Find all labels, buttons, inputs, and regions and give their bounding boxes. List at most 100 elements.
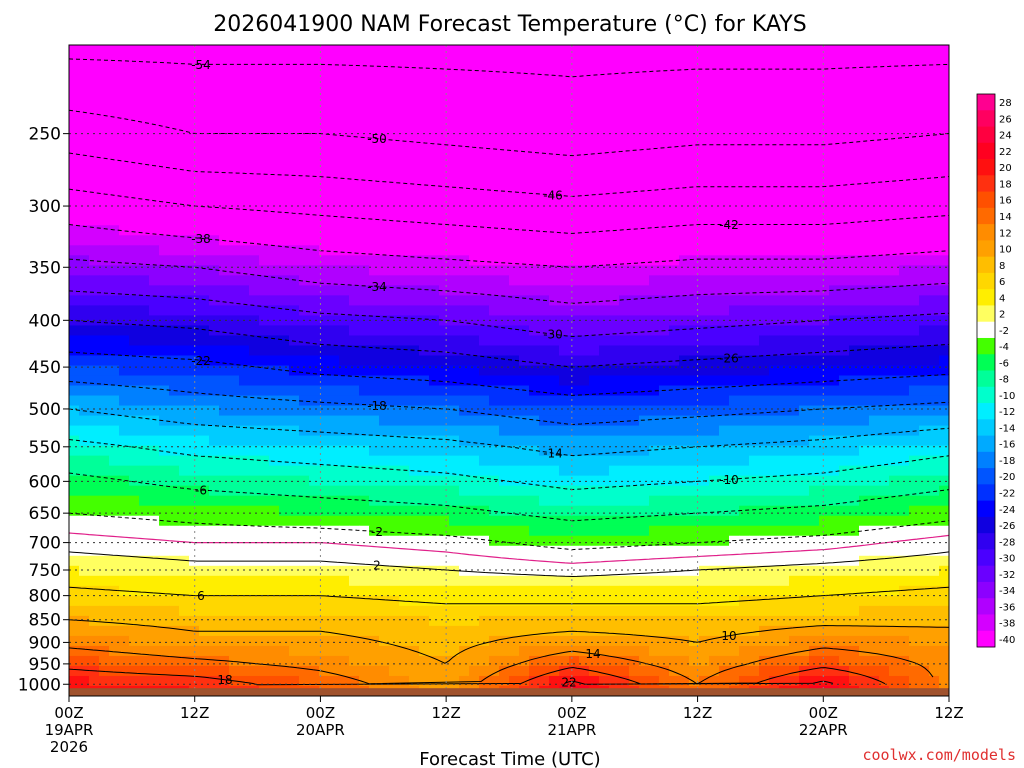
temperature-cell — [709, 155, 720, 166]
temperature-cell — [789, 455, 800, 467]
temperature-cell — [459, 595, 470, 607]
temperature-cell — [139, 265, 150, 276]
temperature-cell — [459, 255, 470, 266]
temperature-cell — [359, 155, 370, 166]
temperature-cell — [89, 535, 100, 547]
temperature-cell — [849, 525, 860, 537]
temperature-cell — [79, 455, 90, 467]
temperature-cell — [789, 445, 800, 457]
temperature-cell — [249, 185, 260, 196]
temperature-cell — [519, 295, 530, 306]
temperature-cell — [99, 485, 110, 497]
temperature-cell — [69, 475, 80, 487]
temperature-cell — [79, 145, 90, 156]
temperature-cell — [709, 465, 720, 477]
temperature-cell — [309, 275, 320, 286]
temperature-cell — [689, 515, 700, 527]
temperature-cell — [159, 55, 170, 66]
temperature-cell — [879, 565, 890, 577]
temperature-cell — [319, 545, 330, 557]
temperature-cell — [109, 505, 120, 517]
temperature-cell — [909, 345, 920, 357]
temperature-cell — [139, 105, 150, 116]
temperature-cell — [189, 325, 200, 337]
temperature-cell — [329, 355, 340, 367]
temperature-cell — [709, 335, 720, 347]
temperature-cell — [619, 575, 630, 587]
temperature-cell — [79, 595, 90, 607]
temperature-cell — [469, 335, 480, 347]
temperature-cell — [479, 335, 490, 347]
temperature-cell — [429, 525, 440, 537]
temperature-cell — [229, 165, 240, 176]
temperature-cell — [339, 415, 350, 427]
temperature-cell — [459, 335, 470, 347]
temperature-cell — [499, 145, 510, 156]
temperature-cell — [409, 235, 420, 246]
temperature-cell — [419, 565, 430, 577]
temperature-cell — [769, 505, 780, 517]
temperature-cell — [309, 395, 320, 407]
temperature-cell — [909, 415, 920, 427]
temperature-cell — [669, 435, 680, 447]
temperature-cell — [779, 195, 790, 206]
temperature-cell — [359, 335, 370, 347]
temperature-cell — [919, 345, 930, 357]
temperature-cell — [529, 125, 540, 136]
temperature-cell — [429, 395, 440, 407]
temperature-cell — [359, 365, 370, 377]
temperature-cell — [439, 155, 450, 166]
temperature-cell — [79, 175, 90, 186]
temperature-cell — [499, 455, 510, 467]
temperature-cell — [809, 65, 820, 76]
temperature-cell — [459, 605, 470, 617]
temperature-cell — [109, 435, 120, 447]
temperature-cell — [199, 55, 210, 66]
temperature-cell — [839, 95, 850, 106]
temperature-cell — [329, 565, 340, 577]
temperature-cell — [879, 505, 890, 517]
temperature-cell — [629, 405, 640, 417]
temperature-cell — [189, 355, 200, 367]
temperature-cell — [659, 365, 670, 377]
temperature-cell — [119, 365, 130, 377]
temperature-cell — [249, 505, 260, 517]
temperature-cell — [89, 245, 100, 256]
temperature-cell — [499, 305, 510, 317]
temperature-cell — [479, 145, 490, 156]
temperature-cell — [319, 105, 330, 116]
temperature-cell — [939, 365, 949, 377]
temperature-cell — [99, 465, 110, 477]
temperature-cell — [479, 255, 490, 266]
temperature-cell — [319, 575, 330, 587]
temperature-cell — [199, 215, 210, 226]
temperature-cell — [419, 375, 430, 387]
temperature-cell — [829, 125, 840, 136]
temperature-cell — [939, 175, 949, 186]
temperature-cell — [149, 525, 160, 537]
temperature-cell — [879, 465, 890, 477]
temperature-cell — [709, 445, 720, 457]
temperature-cell — [569, 65, 580, 76]
temperature-cell — [879, 545, 890, 557]
temperature-cell — [859, 255, 870, 266]
temperature-cell — [399, 495, 410, 507]
temperature-cell — [469, 435, 480, 447]
temperature-cell — [849, 235, 860, 246]
temperature-cell — [559, 85, 570, 96]
temperature-cell — [139, 575, 150, 587]
temperature-cell — [89, 465, 100, 477]
temperature-cell — [849, 55, 860, 66]
temperature-cell — [769, 565, 780, 577]
temperature-cell — [69, 485, 80, 497]
temperature-cell — [359, 435, 370, 447]
temperature-cell — [79, 225, 90, 236]
temperature-cell — [449, 195, 460, 206]
temperature-cell — [359, 495, 370, 507]
temperature-cell — [299, 395, 310, 407]
temperature-cell — [689, 445, 700, 457]
temperature-cell — [479, 565, 490, 577]
temperature-cell — [169, 605, 180, 617]
temperature-cell — [439, 325, 450, 337]
temperature-cell — [209, 505, 220, 517]
